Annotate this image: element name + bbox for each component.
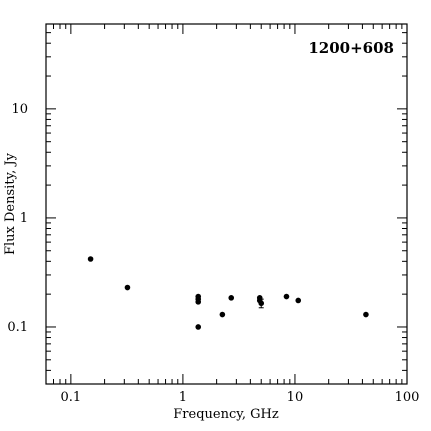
data-point — [295, 297, 302, 304]
data-point — [87, 256, 94, 262]
data-point — [124, 284, 131, 291]
x-tick-label: 100 — [395, 390, 420, 405]
x-axis-label: Frequency, GHz — [173, 407, 279, 422]
data-point — [283, 293, 290, 300]
x-tick-label: 1 — [179, 390, 187, 405]
data-points — [87, 256, 369, 330]
data-point — [195, 324, 202, 330]
data-point — [195, 299, 202, 305]
tick-labels: 0.1 1 10 100 0.1 1 10 — [7, 102, 419, 405]
data-point — [219, 311, 226, 318]
axis-ticks — [45, 23, 408, 385]
data-point — [258, 300, 265, 307]
chart-title: 1200+608 — [308, 39, 394, 57]
y-axis-label: Flux Density, Jy — [3, 152, 18, 255]
x-tick-label: 0.1 — [61, 390, 82, 405]
data-point — [228, 295, 235, 301]
y-tick-label: 1 — [20, 211, 28, 226]
y-tick-label: 10 — [11, 102, 28, 117]
data-point — [363, 311, 369, 318]
x-tick-label: 10 — [287, 390, 304, 405]
plot-frame — [45, 23, 408, 385]
y-tick-label: 0.1 — [7, 320, 28, 335]
